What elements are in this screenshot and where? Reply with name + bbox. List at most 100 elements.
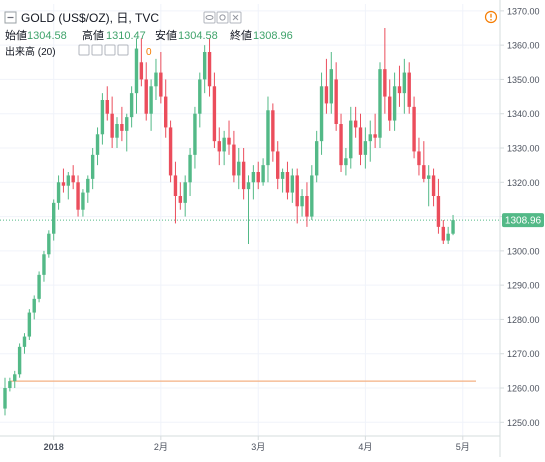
remove-button[interactable]	[229, 11, 242, 24]
candle[interactable]	[217, 127, 221, 166]
volume-format-button[interactable]	[104, 44, 116, 56]
candle[interactable]	[349, 106, 353, 169]
candle[interactable]	[446, 226, 450, 244]
time-axis[interactable]: 2018 2月 3月 4月 5月	[44, 436, 470, 452]
candle[interactable]	[392, 72, 397, 131]
candle[interactable]	[134, 38, 139, 114]
candle[interactable]	[71, 165, 75, 190]
warning-icon[interactable]	[484, 10, 498, 24]
candle[interactable]	[426, 165, 431, 207]
candle[interactable]	[149, 79, 153, 131]
candle[interactable]	[139, 38, 144, 87]
candle[interactable]	[412, 96, 416, 159]
candle[interactable]	[339, 113, 343, 172]
data-warning-button[interactable]	[484, 10, 498, 24]
settings-button[interactable]	[216, 11, 229, 24]
gear-icon[interactable]	[216, 11, 229, 24]
candle[interactable]	[334, 62, 338, 131]
candle[interactable]	[441, 220, 445, 244]
candles-layer[interactable]	[3, 28, 455, 416]
candle[interactable]	[256, 161, 260, 190]
candle[interactable]	[305, 182, 309, 227]
candle[interactable]	[13, 370, 17, 388]
candle[interactable]	[222, 130, 226, 166]
candle[interactable]	[246, 175, 251, 244]
gear-icon[interactable]	[91, 44, 103, 56]
candle[interactable]	[329, 52, 333, 114]
candle[interactable]	[212, 72, 217, 148]
candle[interactable]	[178, 182, 183, 210]
candle[interactable]	[61, 168, 66, 193]
candle[interactable]	[251, 165, 256, 200]
eye-icon[interactable]	[203, 11, 216, 24]
candle[interactable]	[52, 199, 56, 241]
candle[interactable]	[353, 106, 358, 138]
candle[interactable]	[42, 250, 46, 282]
eye-button[interactable]	[203, 11, 216, 24]
candle[interactable]	[388, 79, 392, 131]
candle[interactable]	[164, 79, 168, 138]
candle[interactable]	[125, 113, 129, 152]
candle[interactable]	[358, 113, 363, 166]
eye-icon[interactable]	[78, 44, 90, 56]
candle[interactable]	[159, 52, 163, 104]
candle[interactable]	[232, 130, 236, 183]
candle[interactable]	[344, 148, 348, 176]
candle[interactable]	[188, 148, 192, 196]
candle[interactable]	[324, 58, 329, 114]
candle[interactable]	[66, 172, 71, 200]
candle[interactable]	[202, 45, 207, 94]
close-icon[interactable]	[117, 44, 129, 56]
collapse-button[interactable]	[4, 11, 17, 24]
candle[interactable]	[378, 62, 382, 148]
candle[interactable]	[417, 137, 421, 176]
candle[interactable]	[295, 168, 299, 224]
candle[interactable]	[144, 62, 148, 121]
candle[interactable]	[373, 113, 377, 148]
candle[interactable]	[100, 93, 105, 145]
candle[interactable]	[368, 120, 372, 162]
candle[interactable]	[436, 178, 441, 234]
candle[interactable]	[56, 175, 61, 210]
volume-settings-button[interactable]	[91, 44, 103, 56]
candle[interactable]	[266, 96, 270, 183]
candle[interactable]	[168, 120, 173, 183]
candle[interactable]	[183, 175, 187, 217]
candle[interactable]	[310, 165, 314, 220]
volume-eye-button[interactable]	[78, 44, 90, 56]
candle[interactable]	[17, 343, 22, 378]
candle[interactable]	[22, 333, 27, 354]
volume-remove-button[interactable]	[117, 44, 129, 56]
candle[interactable]	[402, 58, 407, 114]
candle[interactable]	[397, 65, 402, 107]
candle[interactable]	[120, 106, 124, 142]
candle[interactable]	[86, 175, 90, 203]
candle[interactable]	[363, 127, 368, 169]
candle[interactable]	[290, 168, 295, 203]
candle[interactable]	[105, 86, 109, 121]
candle[interactable]	[431, 168, 436, 207]
candle[interactable]	[3, 377, 7, 416]
candle[interactable]	[276, 141, 280, 190]
candle[interactable]	[193, 106, 197, 169]
candle[interactable]	[32, 295, 36, 320]
candle[interactable]	[227, 120, 231, 155]
candle[interactable]	[407, 62, 411, 114]
candle[interactable]	[319, 72, 324, 155]
candle[interactable]	[173, 161, 178, 224]
candle[interactable]	[95, 127, 100, 166]
candle[interactable]	[198, 72, 202, 128]
candle[interactable]	[8, 377, 12, 392]
candle[interactable]	[207, 38, 212, 97]
candle[interactable]	[241, 148, 246, 200]
candle[interactable]	[271, 103, 275, 162]
candle[interactable]	[37, 271, 41, 303]
candle[interactable]	[81, 189, 85, 217]
candle[interactable]	[76, 175, 80, 217]
candle[interactable]	[90, 148, 95, 190]
candle[interactable]	[280, 168, 285, 193]
candle[interactable]	[154, 58, 158, 100]
candle[interactable]	[314, 130, 319, 183]
